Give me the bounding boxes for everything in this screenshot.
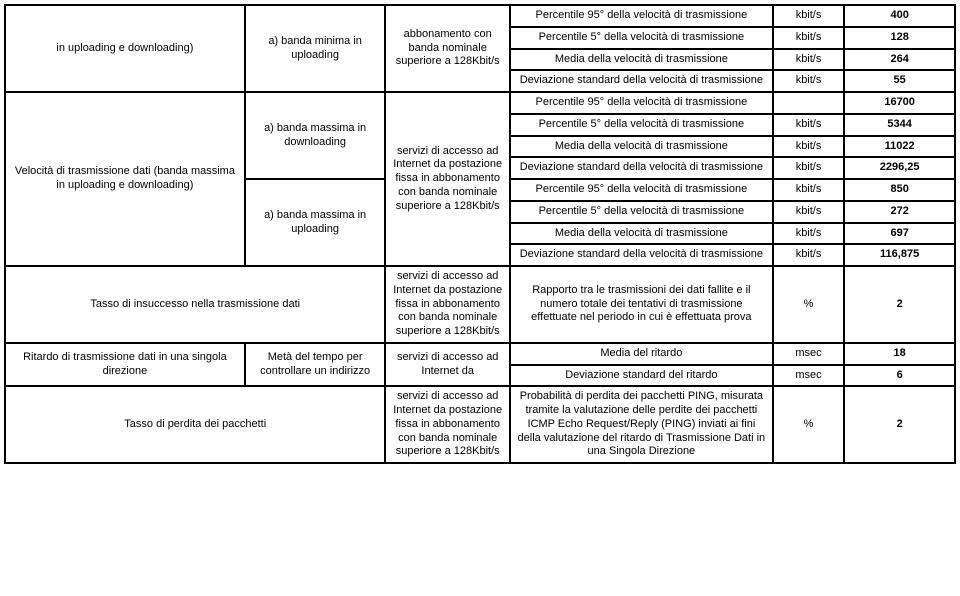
value-cell: 264 — [844, 49, 955, 71]
metric-cell: Percentile 5° della velocità di trasmiss… — [510, 114, 773, 136]
unit-cell: kbit/s — [773, 179, 844, 201]
metric-cell: Percentile 5° della velocità di trasmiss… — [510, 201, 773, 223]
unit-cell: % — [773, 386, 844, 463]
value-cell: 400 — [844, 5, 955, 27]
service-cell: servizi di accesso ad Internet da — [385, 343, 510, 387]
unit-cell — [773, 92, 844, 114]
condition-cell: a) banda minima in uploading — [245, 5, 386, 92]
value-cell: 6 — [844, 365, 955, 387]
unit-cell: kbit/s — [773, 70, 844, 92]
metric-cell: Deviazione standard del ritardo — [510, 365, 773, 387]
metric-cell: Deviazione standard della velocità di tr… — [510, 70, 773, 92]
metric-cell: Media del ritardo — [510, 343, 773, 365]
value-cell: 2 — [844, 266, 955, 343]
value-cell: 55 — [844, 70, 955, 92]
condition-cell: Metà del tempo per controllare un indiri… — [245, 343, 386, 387]
unit-cell: msec — [773, 343, 844, 365]
unit-cell: kbit/s — [773, 27, 844, 49]
value-cell: 11022 — [844, 136, 955, 158]
service-cell: servizi di accesso ad Internet da postaz… — [385, 386, 510, 463]
unit-cell: kbit/s — [773, 114, 844, 136]
value-cell: 697 — [844, 223, 955, 245]
metric-cell: Media della velocità di trasmissione — [510, 49, 773, 71]
unit-cell: kbit/s — [773, 201, 844, 223]
indicator-cell: Velocità di trasmissione dati (banda mas… — [5, 92, 245, 266]
unit-cell: kbit/s — [773, 157, 844, 179]
value-cell: 850 — [844, 179, 955, 201]
table-row: Ritardo di trasmissione dati in una sing… — [5, 343, 955, 365]
service-cell: servizi di accesso ad Internet da postaz… — [385, 92, 510, 266]
indicator-cell: Ritardo di trasmissione dati in una sing… — [5, 343, 245, 387]
indicator-cell: in uploading e downloading) — [5, 5, 245, 92]
unit-cell: msec — [773, 365, 844, 387]
unit-cell: kbit/s — [773, 244, 844, 266]
value-cell: 16700 — [844, 92, 955, 114]
metric-cell: Deviazione standard della velocità di tr… — [510, 244, 773, 266]
metric-cell: Rapporto tra le trasmissioni dei dati fa… — [510, 266, 773, 343]
indicator-cell: Tasso di perdita dei pacchetti — [5, 386, 385, 463]
metric-cell: Percentile 95° della velocità di trasmis… — [510, 92, 773, 114]
table-row: Velocità di trasmissione dati (banda mas… — [5, 92, 955, 114]
unit-cell: kbit/s — [773, 5, 844, 27]
indicator-cell: Tasso di insuccesso nella trasmissione d… — [5, 266, 385, 343]
condition-cell: a) banda massima in downloading — [245, 92, 386, 179]
table-row: Tasso di perdita dei pacchetti servizi d… — [5, 386, 955, 463]
unit-cell: kbit/s — [773, 223, 844, 245]
value-cell: 2296,25 — [844, 157, 955, 179]
value-cell: 128 — [844, 27, 955, 49]
value-cell: 18 — [844, 343, 955, 365]
value-cell: 2 — [844, 386, 955, 463]
spec-table: in uploading e downloading) a) banda min… — [4, 4, 956, 464]
metric-cell: Media della velocità di trasmissione — [510, 223, 773, 245]
unit-cell: kbit/s — [773, 136, 844, 158]
table-row: Tasso di insuccesso nella trasmissione d… — [5, 266, 955, 343]
value-cell: 272 — [844, 201, 955, 223]
metric-cell: Probabilità di perdita dei pacchetti PIN… — [510, 386, 773, 463]
service-cell: abbonamento con banda nominale superiore… — [385, 5, 510, 92]
metric-cell: Percentile 95° della velocità di trasmis… — [510, 5, 773, 27]
unit-cell: % — [773, 266, 844, 343]
value-cell: 116,875 — [844, 244, 955, 266]
metric-cell: Deviazione standard della velocità di tr… — [510, 157, 773, 179]
metric-cell: Percentile 5° della velocità di trasmiss… — [510, 27, 773, 49]
metric-cell: Percentile 95° della velocità di trasmis… — [510, 179, 773, 201]
unit-cell: kbit/s — [773, 49, 844, 71]
condition-cell: a) banda massima in uploading — [245, 179, 386, 266]
metric-cell: Media della velocità di trasmissione — [510, 136, 773, 158]
value-cell: 5344 — [844, 114, 955, 136]
table-row: in uploading e downloading) a) banda min… — [5, 5, 955, 27]
service-cell: servizi di accesso ad Internet da postaz… — [385, 266, 510, 343]
